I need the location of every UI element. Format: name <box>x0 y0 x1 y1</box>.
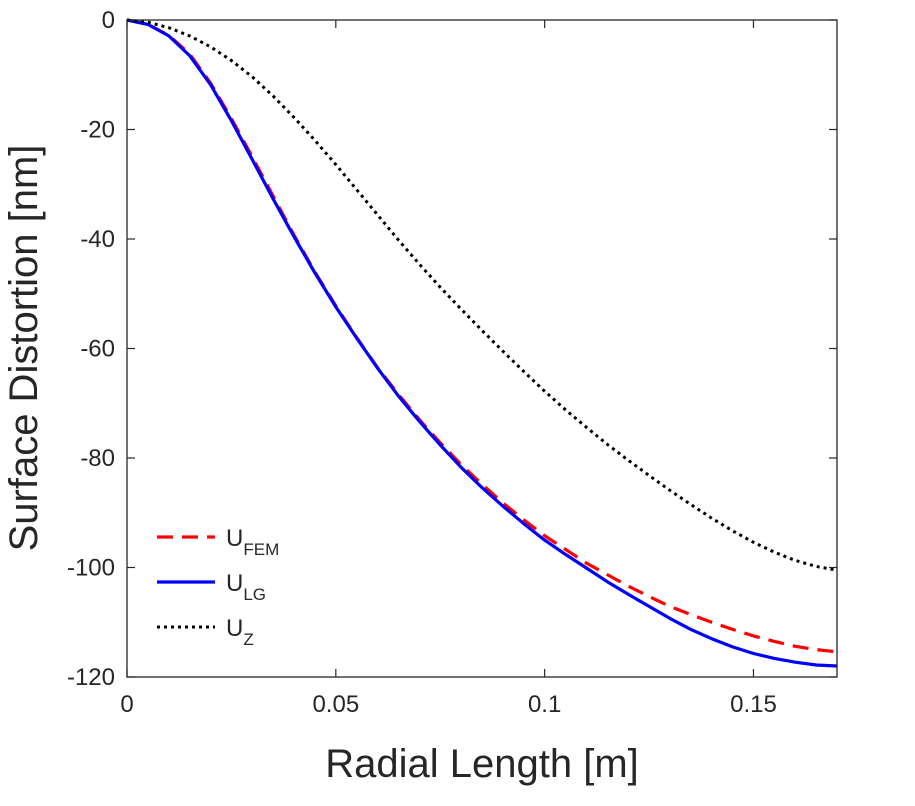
legend-label-subscript: LG <box>243 585 266 604</box>
legend-label-z: UZ <box>226 615 254 649</box>
legend-label-main: U <box>226 570 243 597</box>
legend-label-main: U <box>226 525 243 552</box>
y-axis-title: Surface Distortion [nm] <box>2 145 46 552</box>
x-tick-label: 0 <box>120 691 133 718</box>
legend-label-lg: ULG <box>226 570 266 604</box>
x-tick-label: 0.15 <box>730 691 777 718</box>
x-tick-label: 0.1 <box>528 691 561 718</box>
y-tick-label: -60 <box>80 336 115 363</box>
legend-label-subscript: Z <box>243 630 253 649</box>
ticks-layer: 0 0.05 0.1 0.15 0 -20 -40 -60 -80 -100 -120 <box>67 7 837 718</box>
y-tick-label: -120 <box>67 664 115 691</box>
y-tick-label: 0 <box>102 7 115 34</box>
y-tick-label: -40 <box>80 226 115 253</box>
x-axis-title: Radial Length [m] <box>325 742 639 786</box>
legend-label-subscript: FEM <box>243 540 279 559</box>
series-line-u-lg <box>126 18 838 668</box>
x-tick-label: 0.05 <box>312 691 359 718</box>
y-tick-label: -80 <box>80 445 115 472</box>
series-layer <box>126 18 838 668</box>
legend-label-main: U <box>226 615 243 642</box>
y-tick-label: -100 <box>67 555 115 582</box>
y-tick-label: -20 <box>80 117 115 144</box>
legend-label-fem: UFEM <box>226 525 279 559</box>
